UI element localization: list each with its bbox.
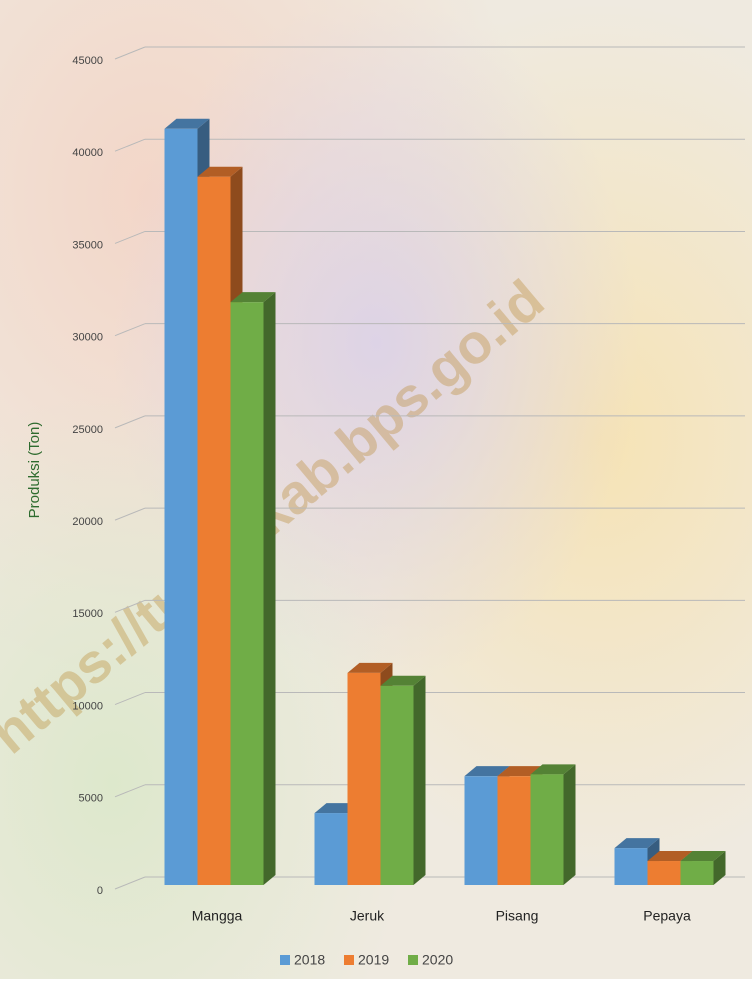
y-tick-label: 0 (97, 885, 103, 897)
bar (230, 292, 276, 886)
legend-item: 2019 (344, 952, 389, 968)
bar-top (530, 764, 576, 775)
bar-top (497, 766, 543, 777)
bar-front (464, 776, 498, 885)
x-tick-label: Jeruk (350, 908, 385, 924)
y-tick-label: 30000 (72, 332, 103, 344)
bar-front (347, 672, 381, 885)
legend-swatch (408, 955, 418, 965)
bar-front (230, 302, 264, 886)
x-tick-label: Mangga (192, 908, 243, 924)
bar-top (197, 166, 243, 177)
bar-side (563, 764, 576, 885)
grid-line (114, 692, 146, 706)
legend-label: 2020 (422, 952, 453, 968)
y-tick-label: 25000 (72, 424, 103, 436)
bar-front (680, 861, 714, 885)
bar-side (413, 675, 426, 885)
bar-front (164, 128, 198, 885)
legend-item: 2020 (408, 952, 453, 968)
bar-top (347, 662, 393, 673)
bar-top (464, 766, 510, 777)
grid-line (114, 599, 146, 613)
legend-swatch (344, 955, 354, 965)
bar-front (497, 776, 531, 885)
grid-line (114, 138, 146, 152)
grid-line (114, 415, 146, 429)
bar (380, 675, 426, 885)
y-tick-label: 5000 (79, 793, 103, 805)
grid-line (114, 507, 146, 521)
y-tick-label: 45000 (72, 55, 103, 67)
bar-front (197, 176, 231, 885)
grid-line (114, 230, 146, 244)
bar-top (647, 851, 693, 862)
grid-line (114, 46, 146, 60)
grid-line (114, 784, 146, 798)
bar-front (647, 861, 681, 885)
bar-front (314, 813, 348, 885)
bar-top (680, 851, 726, 862)
y-tick-label: 40000 (72, 147, 103, 159)
legend-label: 2018 (294, 952, 325, 968)
bar (530, 764, 576, 885)
bar-front (530, 774, 564, 885)
bar-side (263, 292, 276, 886)
x-tick-label: Pisang (496, 908, 539, 924)
legend-swatch (280, 955, 290, 965)
bar-top (380, 675, 426, 686)
bar-side (713, 851, 726, 885)
bar-front (614, 848, 648, 885)
bar-top (230, 292, 276, 303)
y-tick-label: 35000 (72, 239, 103, 251)
bar-top (164, 118, 210, 129)
y-tick-label: 20000 (72, 516, 103, 528)
x-tick-label: Pepaya (643, 908, 691, 924)
bar-top (614, 838, 660, 849)
bar-front (380, 685, 414, 885)
legend-label: 2019 (358, 952, 389, 968)
grid-line (114, 876, 146, 890)
y-tick-label: 15000 (72, 608, 103, 620)
y-tick-label: 10000 (72, 700, 103, 712)
legend-item: 2018 (280, 952, 325, 968)
grid-line (114, 323, 146, 337)
y-axis-title: Produksi (Ton) (26, 422, 43, 519)
bar (680, 851, 726, 885)
